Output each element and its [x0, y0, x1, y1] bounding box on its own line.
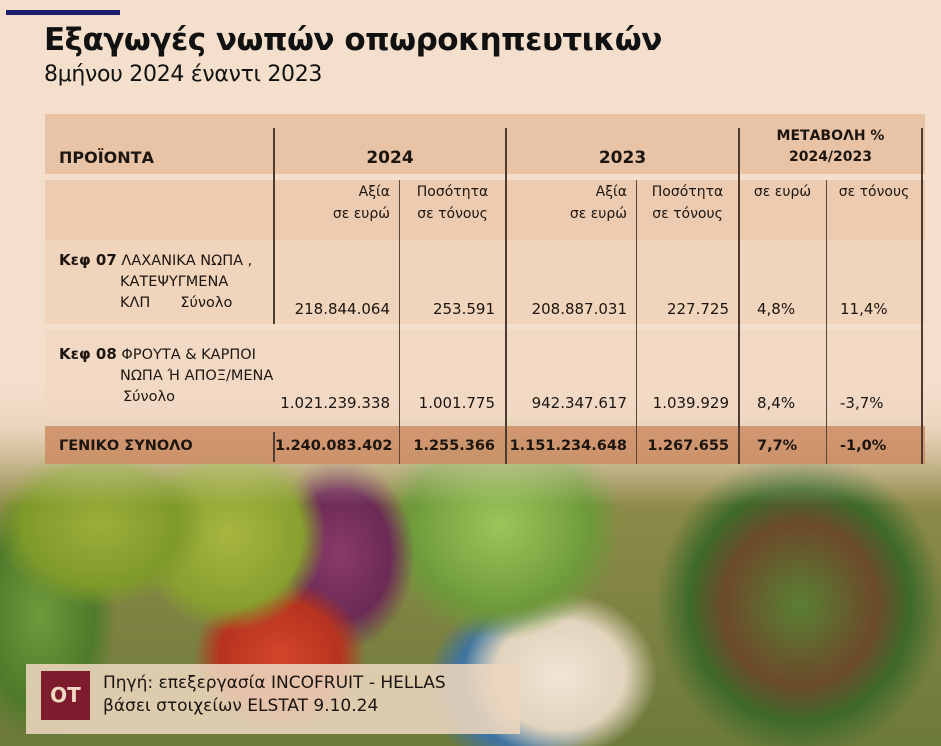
divider: [505, 128, 507, 464]
subheader-value-2023: Αξία σε ευρώ: [507, 181, 627, 225]
divider: [636, 180, 637, 464]
accent-bar: [6, 10, 120, 15]
divider: [399, 180, 400, 464]
row-code: Κεφ 08: [59, 345, 117, 363]
total-value-2023: 1.151.234.648: [509, 438, 627, 454]
row-label-line: ΚΛΠ: [120, 295, 151, 311]
subheader-text: σε ευρώ: [332, 206, 390, 222]
cell-value-2023: 208.887.031: [531, 300, 627, 318]
source-box: [26, 664, 520, 734]
cell-qty-2024: 1.001.775: [418, 394, 495, 412]
total-qty-2024: 1.255.366: [413, 438, 495, 454]
total-change-eur: 7,7%: [757, 438, 798, 454]
source-text: Πηγή: επεξεργασία INCOFRUIT - HELLAS βάσ…: [103, 672, 446, 718]
chart-title: Εξαγωγές νωπών οπωροκηπευτικών: [44, 22, 662, 58]
subheader-text: σε τόνους: [652, 206, 723, 222]
subheader-text: σε ευρώ: [569, 206, 627, 222]
subheader-text: σε τόνους: [417, 206, 488, 222]
total-label: ΓΕΝΙΚΟ ΣΥΝΟΛΟ: [59, 438, 193, 454]
header-2023: 2023: [598, 148, 647, 168]
cell-change-eur: 8,4%: [757, 394, 796, 412]
row-label-fruit: Κεφ 08 ΦΡΟΥΤΑ & ΚΑΡΠΟΙ ΝΩΠΑ Ή ΑΠΟΞ/ΜΕΝΑ …: [59, 344, 273, 408]
header-change-line2: 2024/2023: [788, 149, 873, 165]
cell-qty-2024: 253.591: [432, 300, 495, 318]
cell-value-2024: 218.844.064: [294, 300, 390, 318]
subheader-qty-2023: Ποσότητα σε τόνους: [637, 181, 738, 225]
row-band-fruit: [45, 330, 925, 418]
divider: [273, 432, 275, 462]
total-band: [45, 426, 925, 464]
cell-value-2023: 942.347.617: [531, 394, 627, 412]
ot-logo: ΟΤ: [41, 671, 90, 720]
cell-change-eur: 4,8%: [757, 300, 796, 318]
subheader-value-2024: Αξία σε ευρώ: [275, 181, 390, 225]
header-change-line1: ΜΕΤΑΒΟΛΗ %: [776, 128, 885, 144]
subheader-text: Αξία: [595, 184, 627, 200]
cell-change-tons: -3,7%: [840, 394, 884, 412]
total-qty-2023: 1.267.655: [647, 438, 729, 454]
header-change: ΜΕΤΑΒΟΛΗ % 2024/2023: [740, 126, 921, 168]
row-label-line: ΝΩΠΑ Ή ΑΠΟΞ/ΜΕΝΑ: [120, 368, 274, 384]
source-line-2: βάσει στοιχείων ELSTAT 9.10.24: [103, 696, 379, 716]
row-label-line: ΛΑΧΑΝΙΚΑ ΝΩΠΑ ,: [121, 253, 253, 269]
divider: [826, 180, 827, 464]
cell-change-tons: 11,4%: [840, 300, 888, 318]
row-label-line: ΚΑΤΕΨΥΓΜΕΝΑ: [120, 274, 229, 290]
total-value-2024: 1.240.083.402: [275, 438, 393, 454]
subheader-band: [45, 180, 925, 242]
row-total-label: Σύνολο: [123, 389, 175, 405]
subheader-text: Ποσότητα: [416, 184, 489, 200]
source-line-1: Πηγή: επεξεργασία INCOFRUIT - HELLAS: [103, 673, 446, 693]
chart-subtitle: 8μήνου 2024 έναντι 2023: [44, 62, 323, 87]
subheader-text: Αξία: [358, 184, 390, 200]
row-total-label: Σύνολο: [180, 295, 233, 311]
cell-value-2024: 1.021.239.338: [280, 394, 390, 412]
subheader-change-eur: σε ευρώ: [753, 184, 812, 200]
row-code: Κεφ 07: [59, 251, 117, 269]
subheader-qty-2024: Ποσότητα σε τόνους: [400, 181, 505, 225]
row-label-veg: Κεφ 07 ΛΑΧΑΝΙΚΑ ΝΩΠΑ , ΚΑΤΕΨΥΓΜΕΝΑ ΚΛΠ Σύ…: [59, 250, 252, 314]
divider: [921, 128, 923, 464]
divider: [738, 128, 740, 464]
subheader-change-tons: σε τόνους: [838, 184, 910, 200]
cell-qty-2023: 1.039.929: [652, 394, 729, 412]
cell-qty-2023: 227.725: [666, 300, 729, 318]
row-band-veg: [45, 240, 925, 324]
subheader-text: Ποσότητα: [651, 184, 724, 200]
total-change-tons: -1,0%: [840, 438, 887, 454]
header-products: ΠΡΟΪΟΝΤΑ: [59, 148, 154, 167]
header-band: [45, 114, 925, 174]
header-2024: 2024: [366, 148, 414, 168]
divider: [273, 128, 275, 324]
row-label-line: ΦΡΟΥΤΑ & ΚΑΡΠΟΙ: [121, 347, 256, 363]
